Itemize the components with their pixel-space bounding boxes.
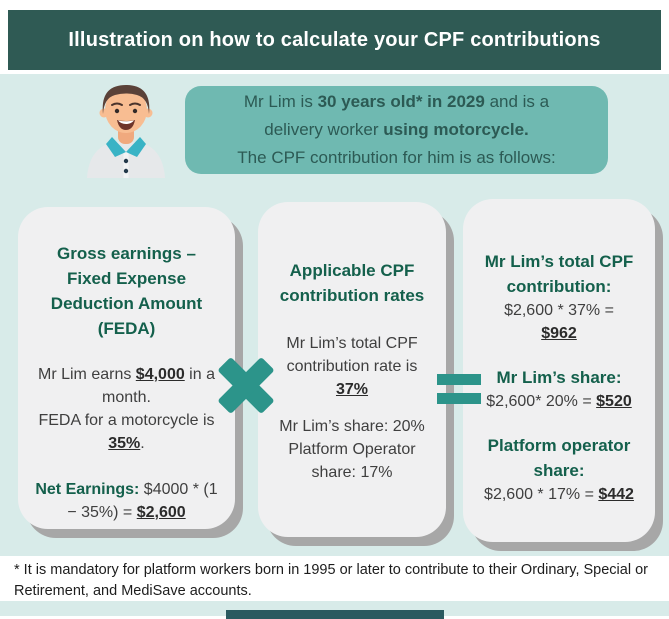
bubble-line-3: The CPF contribution for him is as follo…: [237, 148, 556, 167]
worker-share-value: $520: [596, 393, 632, 410]
worker-share-calc: $2,600* 20% = $520: [486, 393, 632, 410]
net-earnings-value: $2,600: [136, 504, 186, 521]
monthly-earnings-value: $4,000: [135, 366, 185, 383]
worker-share-label: Mr Lim’s share:: [496, 368, 622, 387]
speech-bubble: Mr Lim is 30 years old* in 2029 and is a…: [185, 86, 608, 174]
card-gross-earnings: Gross earnings – Fixed Expense Deduction…: [18, 207, 235, 529]
total-rate-text: Mr Lim’s total CPF contribution rate is …: [286, 335, 418, 398]
bottom-strip: [0, 601, 669, 616]
operator-share-calc: $2,600 * 17% = $442: [484, 486, 634, 503]
total-contribution-calc: $2,600 * 37% = $962: [476, 299, 642, 345]
total-contribution-value: $962: [541, 325, 577, 342]
net-earnings-label: Net Earnings:: [35, 481, 140, 498]
bubble-line-1: Mr Lim is 30 years old* in 2029 and is a: [243, 92, 550, 111]
bubble-line-2: delivery worker using motorcycle.: [264, 120, 529, 139]
card-contribution-rates: Applicable CPF contribution rates Mr Lim…: [258, 202, 446, 537]
equals-icon: [437, 374, 481, 404]
feda-rate-value: 35%: [108, 435, 141, 452]
card-total-contribution: Mr Lim’s total CPF contribution: $2,600 …: [463, 199, 655, 542]
net-earnings-text: Net Earnings: $4000 * (1 − 35%) = $2,600: [35, 481, 218, 521]
footnote: * It is mandatory for platform workers b…: [14, 560, 662, 602]
total-rate-value: 37%: [335, 381, 369, 398]
feda-rate-text: FEDA for a motorcycle is 35%.: [38, 412, 215, 452]
card-contribution-rates-heading: Applicable CPF contribution rates: [279, 261, 425, 305]
page-title: Illustration on how to calculate your CP…: [68, 28, 601, 51]
worker-share-rate-text: Mr Lim’s share: 20%: [279, 418, 425, 435]
person-avatar: [68, 82, 184, 178]
operator-share-value: $442: [598, 486, 634, 503]
person-avatar-icon: [87, 85, 165, 178]
bottom-bar: [226, 610, 444, 619]
total-contribution-label: Mr Lim’s total CPF contribution:: [484, 252, 634, 296]
operator-share-label: Platform operator share:: [487, 436, 631, 480]
multiply-icon: [217, 356, 275, 415]
card-gross-earnings-heading: Gross earnings – Fixed Expense Deduction…: [50, 244, 203, 338]
header-banner: Illustration on how to calculate your CP…: [8, 10, 661, 70]
footnote-text: * It is mandatory for platform workers b…: [14, 562, 648, 599]
operator-share-rate-text: Platform Operator share: 17%: [288, 441, 416, 481]
gross-earnings-text: Mr Lim earns $4,000 in a month.: [38, 366, 215, 406]
